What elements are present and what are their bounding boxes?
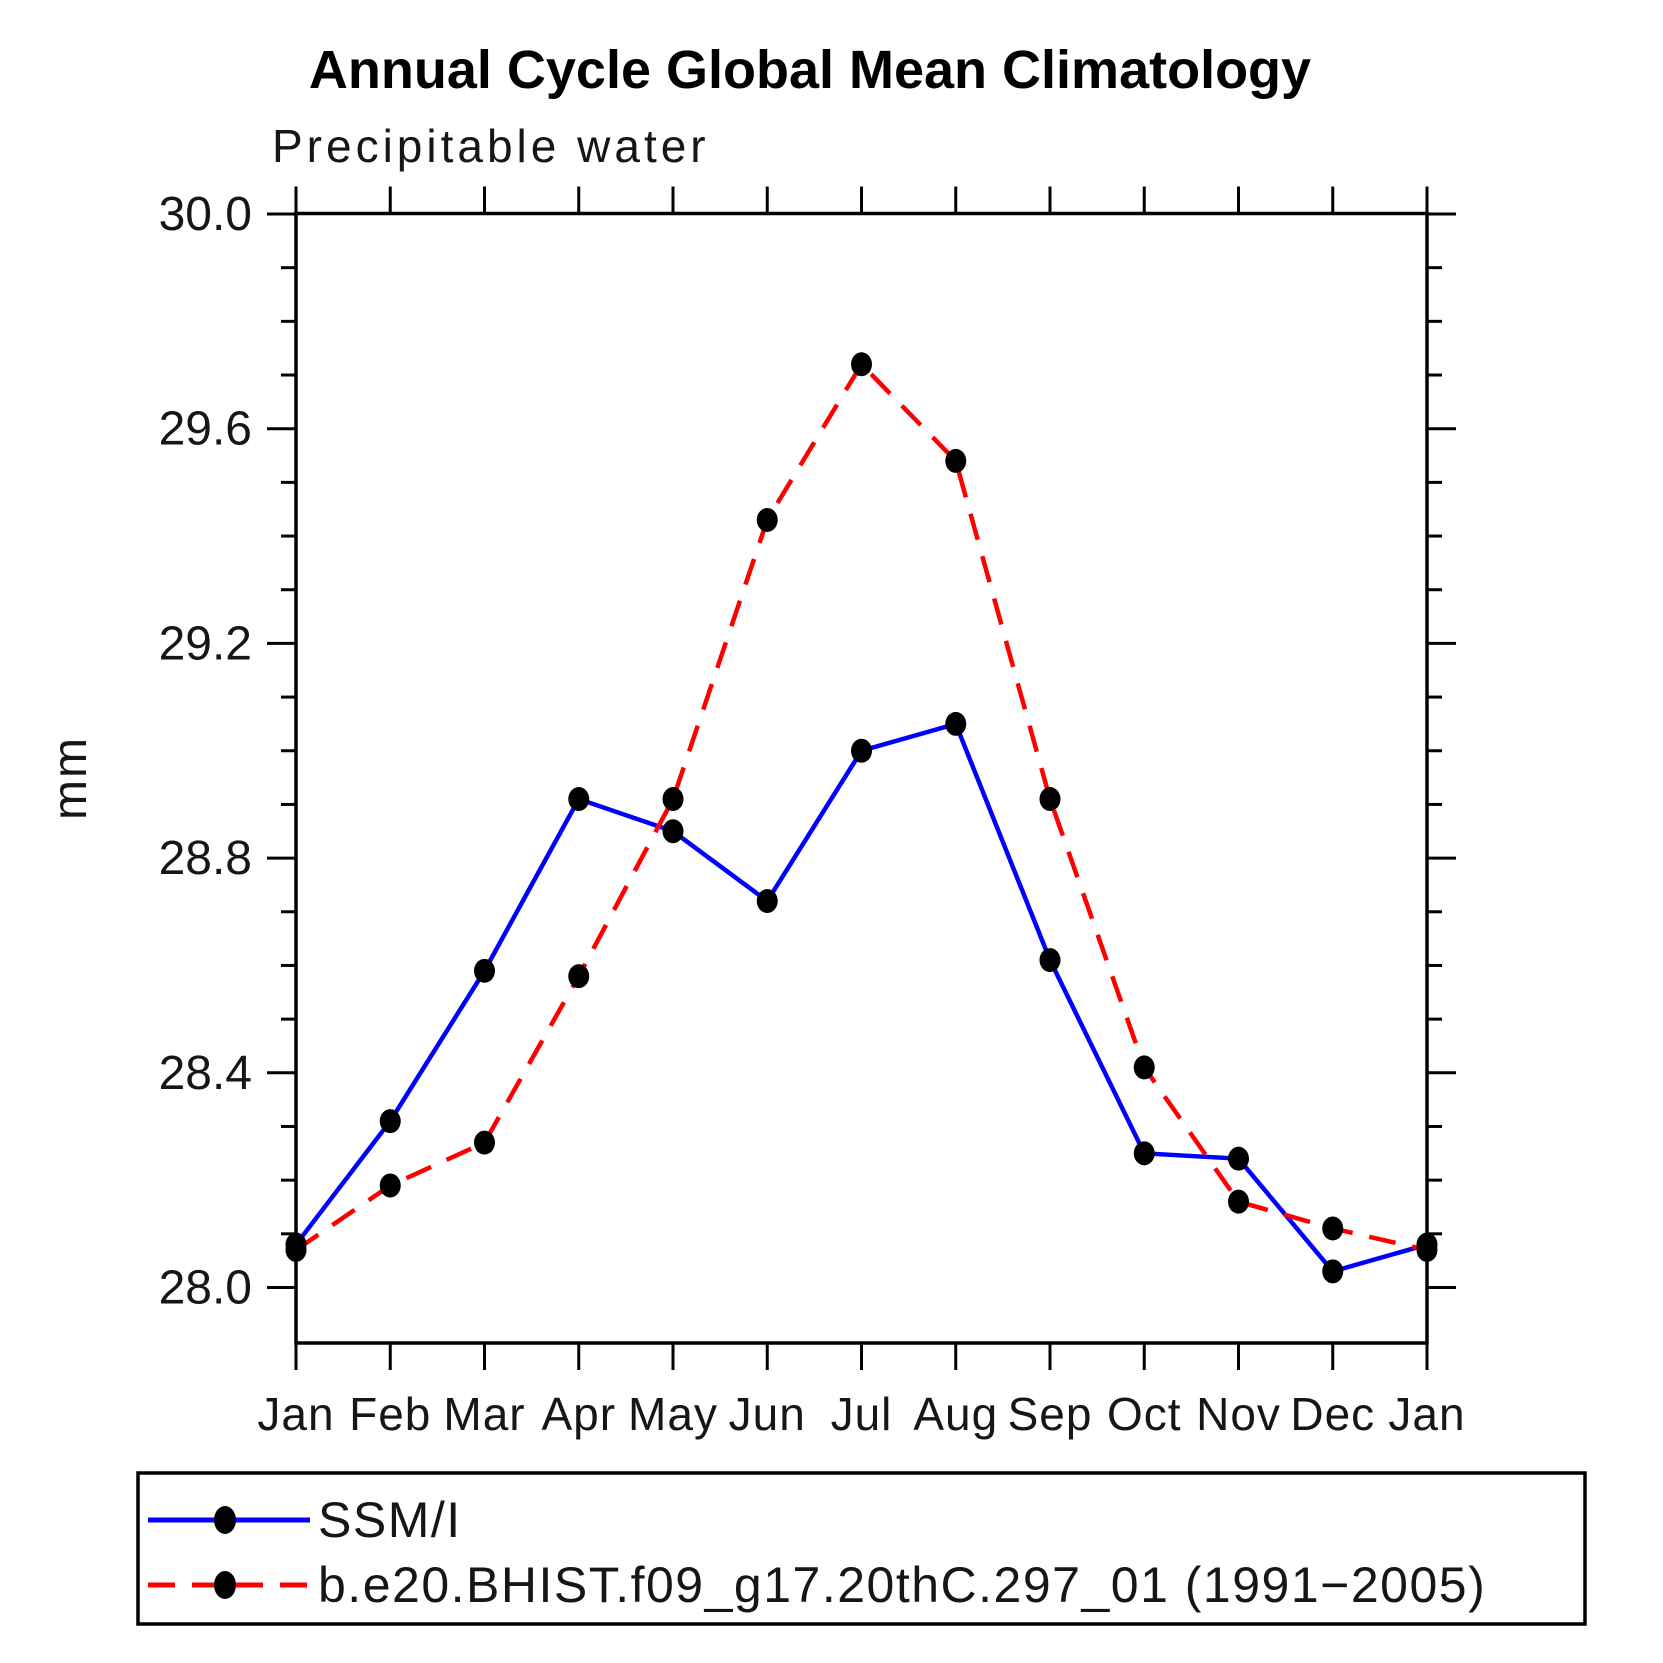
x-tick-label: May	[628, 1388, 718, 1440]
series-1-line	[294, 360, 1428, 1253]
x-tick-label: Jul	[831, 1388, 893, 1440]
chart-title: Annual Cycle Global Mean Climatology	[309, 40, 1311, 100]
legend-label-model: b.e20.BHIST.f09_g17.20thC.297_01 (1991−2…	[318, 1557, 1486, 1613]
x-tick-label: Nov	[1196, 1388, 1281, 1440]
series-1-marker	[945, 448, 967, 473]
series-0-marker	[662, 819, 684, 844]
series-1-marker	[285, 1237, 307, 1262]
y-tick-label: 28.8	[159, 832, 252, 885]
series-1-marker	[1228, 1189, 1249, 1214]
series-1-marker	[1133, 1055, 1155, 1080]
x-tick-label: Mar	[443, 1388, 525, 1440]
y-axis-label: mm	[44, 736, 97, 820]
x-tick-label: Aug	[913, 1388, 998, 1440]
legend-item-ssmi: SSM/I	[148, 1492, 462, 1548]
x-tick-label: Jan	[257, 1388, 334, 1440]
x-tick-label: Feb	[349, 1388, 431, 1440]
series-0-marker	[474, 958, 495, 983]
legend-item-model: b.e20.BHIST.f09_g17.20thC.297_01 (1991−2…	[148, 1557, 1486, 1613]
legend-marker-dot	[214, 1571, 236, 1599]
series-1-marker	[662, 787, 684, 812]
x-tick-label: Jan	[1388, 1388, 1465, 1440]
series-1-marker	[474, 1130, 495, 1155]
x-tick-label: Dec	[1290, 1388, 1375, 1440]
legend: SSM/I b.e20.BHIST.f09_g17.20thC.297_01 (…	[136, 1471, 1587, 1626]
series-0-marker	[568, 787, 590, 812]
series-0-marker	[379, 1109, 401, 1134]
y-tick-label: 28.4	[159, 1047, 252, 1100]
x-tick-label: Apr	[541, 1388, 616, 1440]
series-0-marker	[1322, 1259, 1344, 1284]
y-tick-label: 30.0	[159, 188, 252, 241]
y-tick-label: 29.6	[159, 403, 252, 456]
plot-frame	[294, 211, 1429, 1345]
x-tick-label: Jun	[729, 1388, 806, 1440]
series-1-marker	[568, 964, 590, 989]
series-1-marker	[756, 507, 778, 532]
y-tick-label: 28.0	[159, 1262, 252, 1315]
legend-marker-dot	[214, 1506, 236, 1534]
chart-subtitle: Precipitable water	[272, 120, 710, 172]
legend-box	[136, 1471, 1587, 1626]
series-0-marker	[1039, 948, 1061, 973]
series-1-marker	[1322, 1216, 1344, 1241]
x-tick-label: Sep	[1008, 1388, 1093, 1440]
series-0-line	[294, 721, 1428, 1274]
y-tick-label: 29.2	[159, 617, 252, 670]
series-0-marker	[756, 889, 778, 914]
series-0-marker	[851, 738, 872, 763]
legend-label-ssmi: SSM/I	[318, 1492, 462, 1548]
series-0-marker	[1228, 1146, 1249, 1171]
series-1-marker	[379, 1173, 401, 1198]
series-0-marker	[945, 711, 967, 736]
series-1-marker	[851, 352, 872, 377]
series-1-marker	[1416, 1237, 1438, 1262]
x-tick-label: Oct	[1107, 1388, 1182, 1440]
series-1-marker	[1039, 787, 1061, 812]
plot-area: Jan Feb Mar Apr May Jun Jul Aug Sep Oct Nov Dec Jan2…	[159, 186, 1465, 1440]
series-0-marker	[1133, 1141, 1155, 1166]
